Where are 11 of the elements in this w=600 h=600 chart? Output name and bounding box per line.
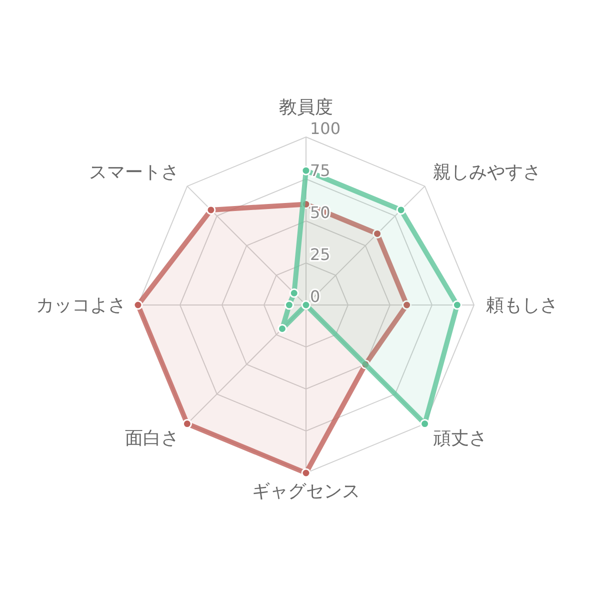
y-tick-label: 0 — [310, 287, 320, 306]
spoke-label: 頼もしさ — [486, 295, 558, 316]
spoke-label: カッコよさ — [36, 295, 126, 316]
spoke-label: 教員度 — [279, 97, 333, 118]
y-tick-label: 25 — [310, 245, 330, 264]
y-tick-label: 100 — [310, 119, 341, 138]
spoke-label: 面白さ — [124, 428, 179, 450]
spoke-label: スマートさ — [88, 162, 179, 183]
spoke-label: ギャグセンス — [252, 480, 360, 502]
spoke-label: 頑丈さ — [433, 428, 488, 450]
spoke-label: 親しみやすさ — [433, 162, 542, 183]
